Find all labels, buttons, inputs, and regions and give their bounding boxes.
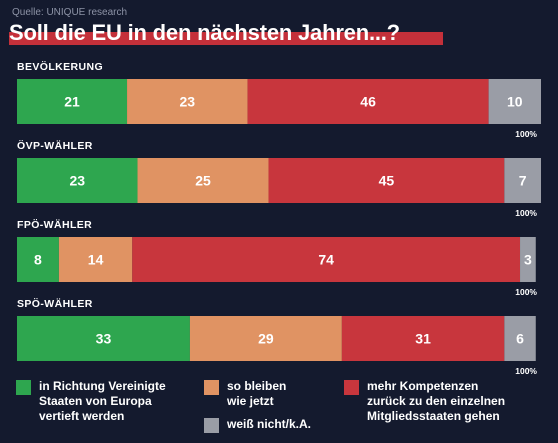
- legend-label: in Richtung Vereinigte Staaten von Europ…: [39, 379, 166, 423]
- bar-segment: [137, 158, 269, 203]
- value-label: 3: [524, 252, 532, 268]
- legend-swatch: [16, 380, 31, 395]
- legend-item-so-bleiben: so bleiben wie jetzt: [204, 379, 286, 409]
- value-label: 45: [379, 173, 395, 189]
- bar-segment: [127, 79, 248, 124]
- title-underline: [9, 32, 443, 45]
- total-label: 100%: [515, 129, 537, 139]
- category-label: SPÖ-WÄHLER: [17, 297, 93, 310]
- legend-item-vertiefen: in Richtung Vereinigte Staaten von Europ…: [16, 379, 166, 424]
- value-label: 74: [318, 252, 334, 268]
- legend-label: so bleiben wie jetzt: [227, 379, 287, 408]
- value-label: 29: [258, 331, 274, 347]
- total-label: 100%: [515, 287, 537, 297]
- bar-segment: [17, 237, 59, 282]
- value-label: 46: [360, 94, 376, 110]
- category-label: FPÖ-WÄHLER: [17, 218, 92, 231]
- value-label: 8: [34, 252, 42, 268]
- bar-segment: [189, 316, 342, 361]
- legend: in Richtung Vereinigte Staaten von Europ…: [0, 379, 558, 443]
- bar-segment: [268, 158, 505, 203]
- value-label: 31: [415, 331, 431, 347]
- bar-segment: [132, 237, 521, 282]
- bar-segment: [520, 237, 536, 282]
- legend-swatch: [204, 418, 219, 433]
- stacked-bar-chart: BEVÖLKERUNG 21 23 46 10 100% ÖVP-WÄHLER 23 25 45 7…: [17, 60, 541, 376]
- value-label: 14: [88, 252, 104, 268]
- total-label: 100%: [515, 366, 537, 376]
- source-note: Quelle: UNIQUE research: [12, 7, 128, 18]
- value-label: 23: [69, 173, 85, 189]
- value-label: 23: [180, 94, 196, 110]
- value-label: 6: [516, 331, 524, 347]
- title-block: Soll die EU in den nächsten Jahren...?: [9, 20, 443, 46]
- bar-segment: [341, 316, 505, 361]
- bar-segment: [504, 158, 541, 203]
- value-label: 33: [96, 331, 112, 347]
- bar-segment: [247, 79, 489, 124]
- bar-segment: [58, 237, 133, 282]
- legend-item-mehr-kompetenzen: mehr Kompetenzen zurück zu den einzelnen…: [344, 379, 505, 424]
- chart-title: Soll die EU in den nächsten Jahren...?: [9, 20, 400, 45]
- legend-label: mehr Kompetenzen zurück zu den einzelnen…: [367, 379, 506, 423]
- bar-segment: [504, 316, 536, 361]
- bar-segment: [488, 79, 541, 124]
- value-label: 10: [507, 94, 523, 110]
- value-label: 7: [519, 173, 527, 189]
- category-label: ÖVP-WÄHLER: [17, 139, 93, 152]
- bar-segment: [17, 79, 128, 124]
- legend-swatch: [344, 380, 359, 395]
- legend-item-weiss-nicht: weiß nicht/k.A.: [204, 417, 311, 433]
- category-label: BEVÖLKERUNG: [17, 60, 103, 73]
- total-label: 100%: [515, 208, 537, 218]
- legend-label: weiß nicht/k.A.: [227, 417, 312, 431]
- value-label: 25: [195, 173, 211, 189]
- value-label: 21: [64, 94, 80, 110]
- bar-segment: [17, 158, 138, 203]
- bar-segment: [17, 316, 190, 361]
- legend-swatch: [204, 380, 219, 395]
